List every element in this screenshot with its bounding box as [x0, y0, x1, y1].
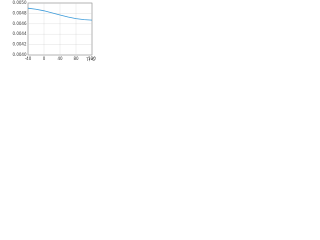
x-tick-label: 120 [88, 56, 96, 61]
y-tick-label: 0.0046 [13, 21, 27, 26]
y-tick-label: 0.0048 [13, 10, 27, 15]
x-tick-label: 0 [43, 56, 46, 61]
page: {"chart_data": {"type": "line", "x_label… [0, 0, 320, 65]
x-tick-label: 80 [73, 56, 79, 61]
data-line [27, 7, 93, 21]
y-tick-label: 0.0044 [13, 31, 27, 36]
y-tick-label: 0.0040 [13, 52, 27, 57]
y-tick-label: 0.0050 [13, 0, 27, 5]
x-tick-label: -40 [25, 56, 32, 61]
x-axis-label: T/°C [85, 57, 95, 62]
chart: T/°C 0.0040 0.0042 0.0044 0.0046 0.0048 0.005… [13, 0, 97, 62]
x-tick-label: 40 [57, 56, 63, 61]
y-tick-label: 0.0042 [13, 42, 27, 47]
